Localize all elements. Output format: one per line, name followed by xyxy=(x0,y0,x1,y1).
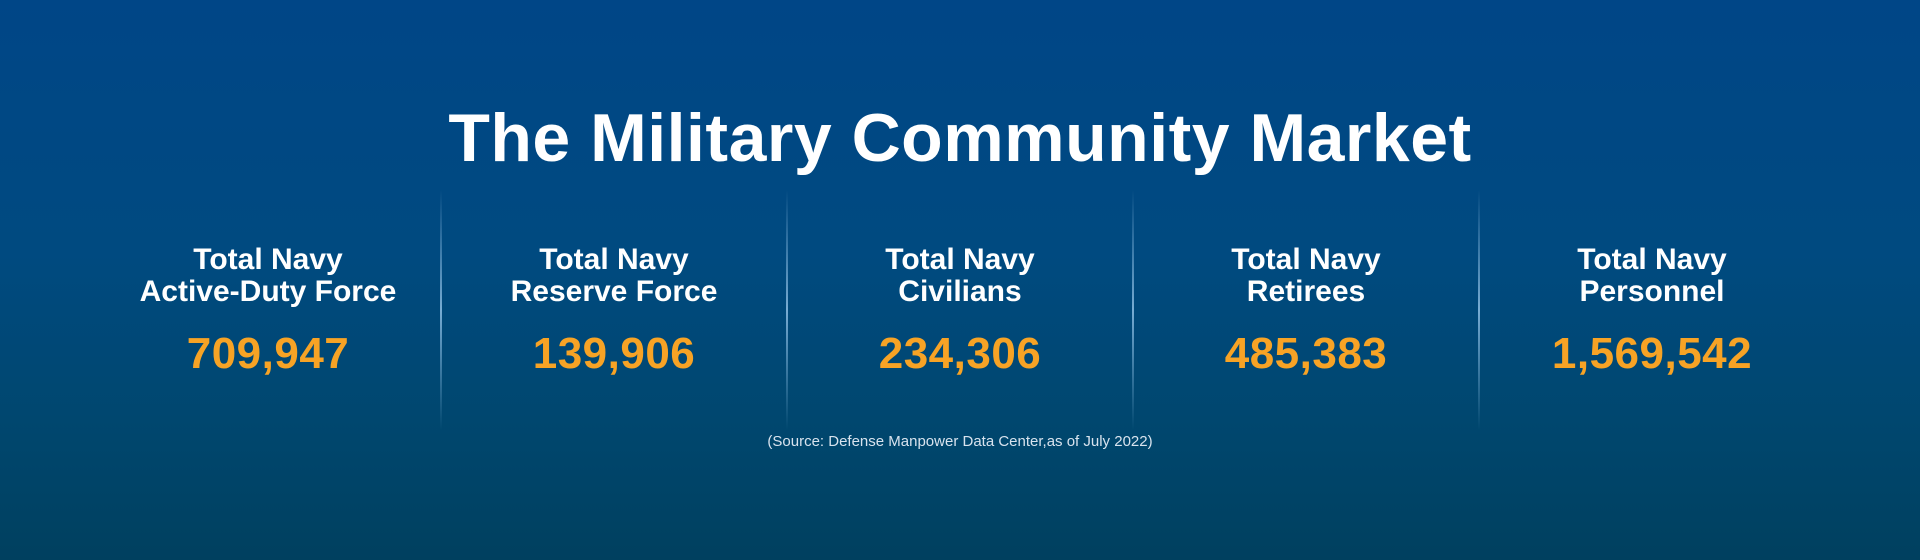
stat-value: 139,906 xyxy=(532,329,696,378)
stat-label-line2: Active-Duty Force xyxy=(139,275,397,308)
column-divider xyxy=(1478,190,1480,430)
banner-title: The Military Community Market xyxy=(448,100,1472,176)
stat-label-line1: Total Navy xyxy=(885,243,1035,276)
stat-label-line2: Civilians xyxy=(898,275,1022,308)
stats-row: Total Navy Active-Duty Force 709,947 Tot… xyxy=(95,190,1825,430)
stat-label-line2: Reserve Force xyxy=(510,275,718,308)
stat-label-line1: Total Navy xyxy=(1577,243,1727,276)
stat-value: 234,306 xyxy=(878,329,1042,378)
stat-label: Total Navy Reserve Force xyxy=(441,244,787,308)
stat-value: 709,947 xyxy=(186,329,350,378)
column-divider xyxy=(1132,190,1134,430)
source-note: (Source: Defense Manpower Data Center,as… xyxy=(767,433,1153,450)
stat-label: Total Navy Civilians xyxy=(787,244,1133,308)
stat-value: 485,383 xyxy=(1224,329,1388,378)
column-divider xyxy=(440,190,442,430)
stat-label-line1: Total Navy xyxy=(193,243,343,276)
stat-retirees: Total Navy Retirees 485,383 xyxy=(1133,190,1480,430)
stat-label-line1: Total Navy xyxy=(1231,243,1381,276)
stat-label: Total Navy Active-Duty Force xyxy=(95,244,441,308)
stat-label-line1: Total Navy xyxy=(539,243,689,276)
column-divider xyxy=(786,190,788,430)
stat-label-line2: Retirees xyxy=(1246,275,1366,308)
stat-value: 1,569,542 xyxy=(1551,329,1753,378)
stat-civilians: Total Navy Civilians 234,306 xyxy=(787,190,1134,430)
stat-personnel: Total Navy Personnel 1,569,542 xyxy=(1479,190,1825,430)
stat-label: Total Navy Personnel xyxy=(1479,244,1825,308)
stat-reserve: Total Navy Reserve Force 139,906 xyxy=(441,190,788,430)
stat-active-duty: Total Navy Active-Duty Force 709,947 xyxy=(95,190,442,430)
stat-label-line2: Personnel xyxy=(1579,275,1725,308)
stat-label: Total Navy Retirees xyxy=(1133,244,1479,308)
